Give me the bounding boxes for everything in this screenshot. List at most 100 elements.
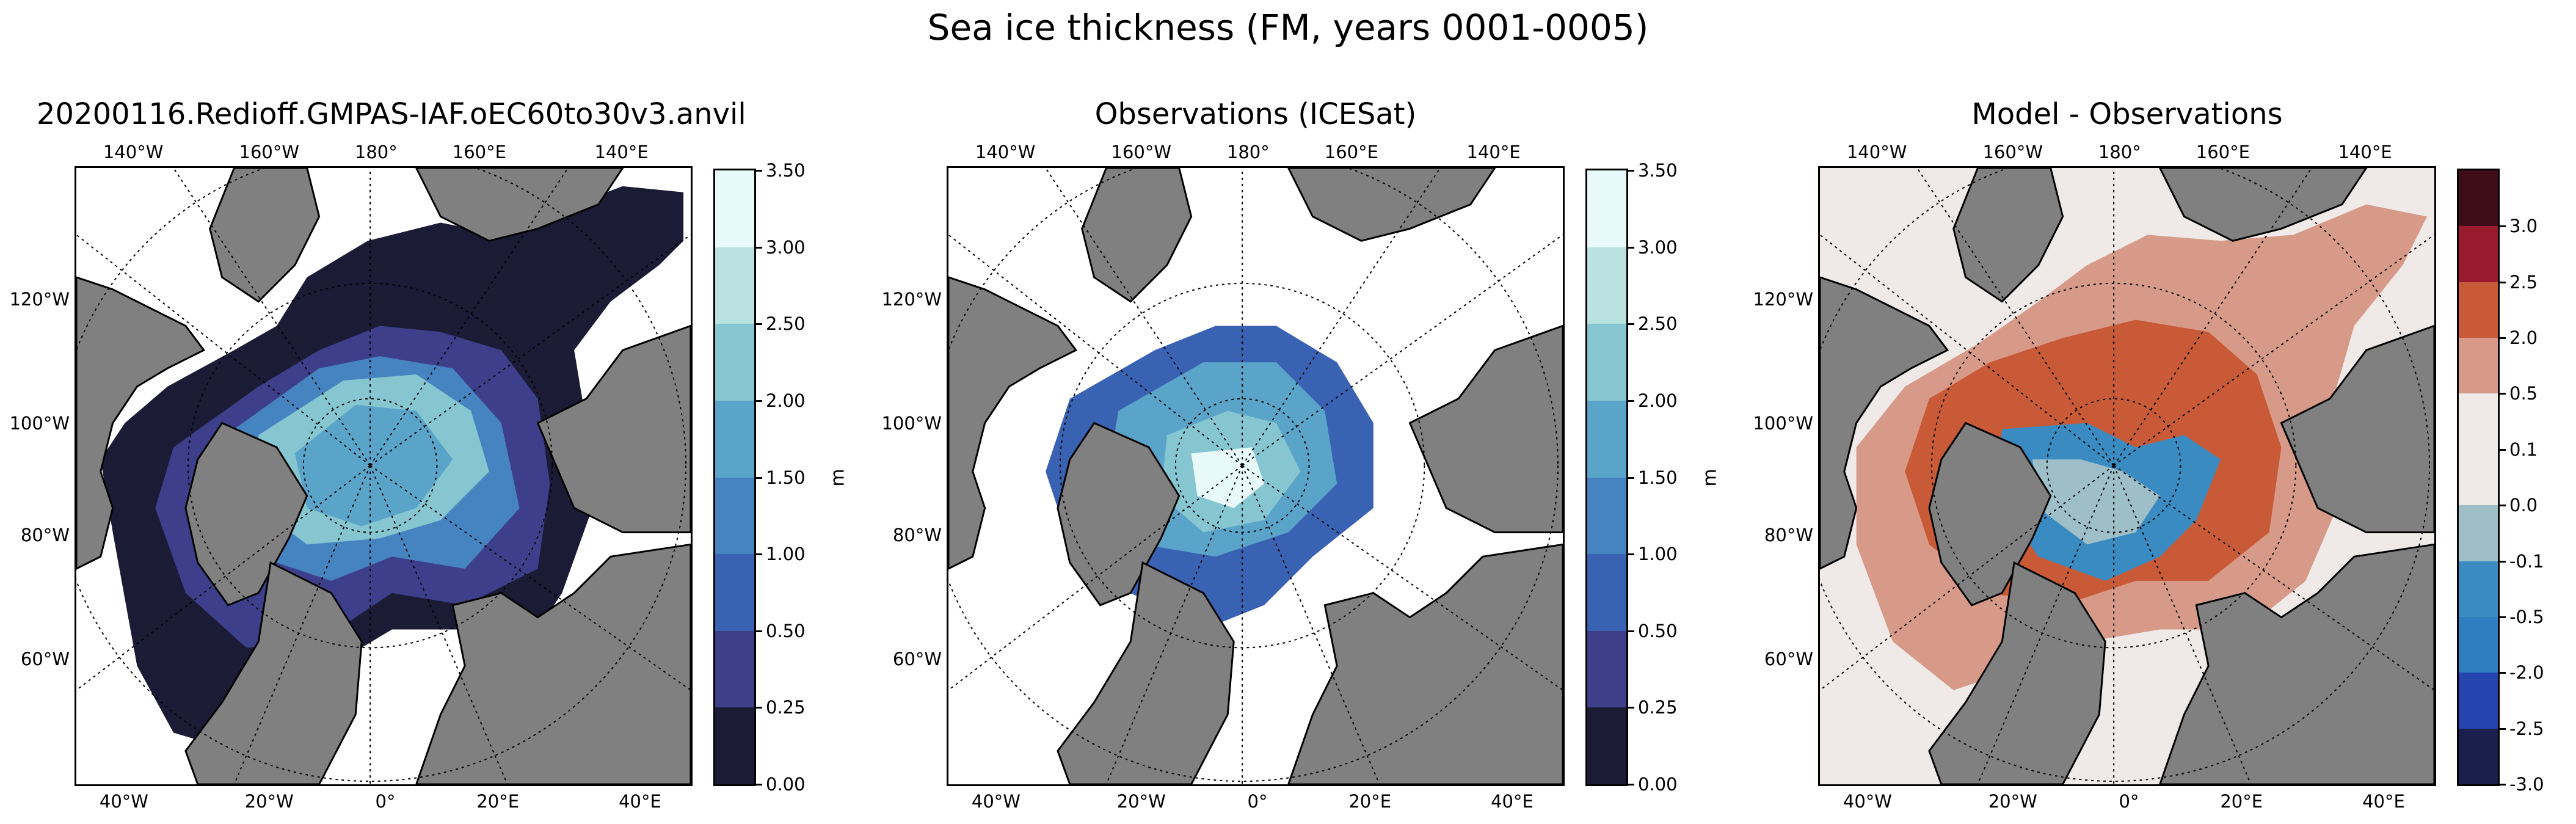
colorbar-tick-label: 3.50 [766,160,806,181]
map-obs-graphic [948,168,1563,784]
colorbar-tick-mark [2500,225,2506,228]
lat-label-left: 120°W [9,289,70,310]
lon-label-bottom: 40°E [619,791,661,812]
colorbar-segment [2459,170,2498,227]
panel-title-model: 20200116.Redioff.GMPAS-IAF.oEC60to30v3.a… [37,97,746,131]
colorbar-unit: m [827,468,849,487]
colorbar-tick-label: 2.0 [2509,327,2538,349]
colorbar-tick-label: 1.50 [766,467,806,488]
lat-label-left: 80°W [892,524,942,545]
colorbar-segment [2459,561,2498,617]
lon-label-top: 160°E [1324,142,1378,162]
lon-label-top: 180° [1226,142,1270,162]
colorbar-segment [2459,728,2498,784]
colorbar-tick-mark [2500,672,2506,674]
lon-label-top: 160°E [452,142,506,162]
colorbar-segment [1587,170,1626,247]
colorbar-tick-mark [2500,727,2506,730]
lon-label-bottom: 20°W [1116,791,1166,812]
lon-label-bottom: 40°E [2362,791,2405,812]
map-obs [947,166,1565,786]
panel-title-diff: Model - Observations [1971,97,2283,131]
lon-label-top: 140°W [1846,142,1907,162]
colorbar-tick-label: 2.00 [1638,390,1678,411]
colorbar-tick-label: 0.50 [766,620,806,641]
colorbar-segment [1587,553,1626,631]
colorbar-tick-label: 1.50 [1638,467,1678,488]
colorbar-unit: m [2571,469,2576,486]
lat-label-left: 60°W [1764,648,1813,669]
colorbar-tick-label: 3.50 [1638,160,1678,181]
colorbar-segment [2459,616,2498,673]
colorbar-tick-label: 2.00 [766,390,806,411]
map-diff [1818,166,2436,786]
lat-label-left: 100°W [9,413,70,434]
colorbar-tick-mark [2500,281,2506,283]
colorbar-tick-label: 0.25 [766,697,806,718]
colorbar-segment [1587,630,1626,708]
colorbar-tick-label: 3.00 [766,236,806,258]
lat-label-left: 100°W [1753,413,1813,434]
lon-label-bottom: 40°W [99,791,148,812]
colorbar-segment [715,707,754,784]
lon-label-top: 140°E [1466,142,1521,162]
colorbar-tick-label: 2.50 [766,313,806,335]
lon-label-top: 140°W [975,142,1036,162]
colorbar-tick-mark [2500,337,2506,340]
colorbar-tick-label: -2.5 [2509,718,2544,739]
colorbar-segment [715,630,754,708]
colorbar-tick-mark [756,784,762,786]
colorbar-tick-label: -3.0 [2509,774,2544,795]
map-model [75,166,693,786]
colorbar-tick-label: 0.00 [766,774,806,795]
colorbar-tick-label: 3.0 [2509,216,2538,237]
colorbar-tick-label: 2.50 [1638,313,1678,335]
colorbar-tick-label: -2.0 [2509,662,2544,684]
lon-label-bottom: 20°E [476,791,520,812]
colorbar-segment [715,247,754,324]
lon-label-bottom: 20°E [1348,791,1392,812]
colorbar-segment [1587,707,1626,784]
colorbar-segment [2459,505,2498,561]
lon-label-top: 140°W [103,142,164,162]
colorbar-tick-label: 2.5 [2509,271,2538,293]
lat-label-left: 80°W [20,524,70,545]
colorbar-tick-label: 0.5 [2509,383,2538,404]
colorbar-segment [2459,225,2498,282]
lon-label-top: 140°E [2338,142,2392,162]
colorbar-tick-mark [1628,399,1634,402]
lon-label-top: 160°E [2196,142,2250,162]
colorbar-tick-label: -0.5 [2509,606,2544,627]
colorbar-tick-mark [1628,476,1634,479]
lon-label-top: 160°W [1982,142,2043,162]
colorbar-tick-label: 0.50 [1638,620,1678,641]
colorbar-tick-label: 1.00 [1638,544,1678,565]
colorbar-tick-mark [756,246,762,249]
colorbar-obs [1585,169,1628,786]
colorbar-tick-label: 1.00 [766,544,806,565]
lat-label-left: 120°W [1753,289,1813,310]
colorbar-tick-label: -0.1 [2509,550,2544,572]
colorbar-tick-mark [2500,784,2506,786]
lon-label-top: 140°E [594,142,649,162]
colorbar-segment [715,477,754,555]
colorbar-tick-label: 0.25 [1638,697,1678,718]
lat-label-left: 80°W [1764,524,1813,545]
colorbar-tick-mark [756,707,762,709]
colorbar-tick-mark [756,323,762,326]
colorbar-tick-mark [1628,246,1634,249]
colorbar-tick-mark [2500,393,2506,395]
colorbar-segment [715,400,754,478]
colorbar-segment [1587,247,1626,324]
colorbar-segment [2459,672,2498,729]
lon-label-bottom: 20°W [1988,791,2037,812]
colorbar-tick-mark [1628,323,1634,326]
colorbar-tick-mark [1628,170,1634,172]
colorbar-segment [1587,323,1626,401]
colorbar-tick-mark [1628,707,1634,709]
colorbar-segment [1587,400,1626,478]
colorbar-tick-mark [2500,560,2506,563]
map-diff-graphic [1820,168,2434,784]
colorbar-tick-mark [756,399,762,402]
lon-label-top: 160°W [1111,142,1172,162]
